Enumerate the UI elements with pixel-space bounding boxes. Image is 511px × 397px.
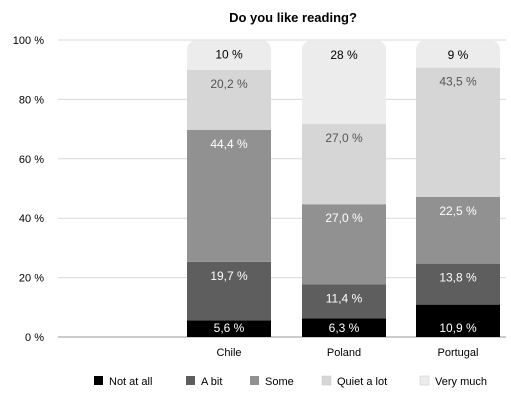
y-axis: 0 % 20 % 40 % 60 % 80 % 100 % — [13, 35, 44, 344]
x-tick-label: Chile — [216, 347, 241, 359]
bar-segment-chile-0 — [187, 320, 271, 337]
bar-segment-poland-1 — [302, 284, 386, 319]
legend-label: Not at all — [109, 376, 152, 388]
legend-swatch — [250, 376, 259, 385]
legend-swatch — [186, 376, 195, 385]
y-tick-label: 60 % — [19, 154, 44, 166]
data-label: 44,4 % — [210, 137, 248, 151]
data-label: 43,5 % — [439, 75, 477, 89]
bar-segment-chile-3 — [187, 69, 271, 130]
data-label: 28 % — [330, 48, 358, 62]
data-label: 27,0 % — [325, 131, 363, 145]
x-tick-label: Poland — [327, 347, 361, 359]
data-label: 10,9 % — [439, 321, 477, 335]
data-label: 11,4 % — [326, 291, 363, 305]
y-tick-label: 0 % — [25, 332, 44, 344]
bar-segment-poland-0 — [302, 318, 386, 337]
data-label: 22,5 % — [439, 204, 477, 218]
bar-segment-portugal-1 — [416, 263, 500, 305]
y-tick-label: 20 % — [19, 273, 44, 285]
bar-stack-chile — [187, 40, 271, 337]
bar-segment-portugal-3 — [416, 67, 500, 197]
x-axis: Chile Poland Portugal — [216, 347, 478, 359]
data-label: 6,3 % — [329, 321, 360, 335]
data-label: 27,0 % — [325, 211, 363, 225]
y-tick-label: 80 % — [19, 94, 44, 106]
x-tick-label: Portugal — [438, 347, 479, 359]
legend-label: Very much — [435, 376, 487, 388]
data-label: 19,7 % — [210, 269, 248, 283]
legend-swatch — [321, 375, 332, 386]
data-label: 13,8 % — [439, 271, 477, 285]
legend-label: Some — [265, 376, 294, 388]
bar-segment-poland-4 — [302, 40, 386, 125]
data-label: 10 % — [215, 47, 243, 61]
legend: Not at all A bit Some Quiet a lot Very much — [94, 375, 487, 388]
legend-swatch — [419, 375, 430, 386]
data-label: 9 % — [448, 48, 469, 62]
data-label: 5,6 % — [214, 321, 245, 335]
bar-segment-portugal-0 — [416, 304, 500, 337]
bar-segment-chile-4 — [187, 40, 271, 70]
bar-segment-poland-3 — [302, 124, 386, 205]
bar-segment-portugal-4 — [416, 40, 500, 68]
bar-segment-poland-2 — [302, 204, 386, 285]
bar-segment-chile-1 — [187, 261, 271, 321]
legend-label: A bit — [201, 376, 222, 388]
data-label: 20,2 % — [210, 77, 248, 91]
y-tick-label: 100 % — [13, 35, 44, 47]
bar-stack-portugal — [416, 40, 500, 337]
legend-label: Quiet a lot — [337, 376, 387, 388]
bar-stack-poland — [302, 40, 386, 337]
data-labels: 5,6 % 19,7 % 44,4 % 20,2 % 10 % 6,3 % 11,4 % 27… — [210, 47, 477, 335]
bar-segment-chile-2 — [187, 129, 271, 262]
bars — [187, 40, 500, 337]
y-tick-label: 40 % — [19, 213, 44, 225]
legend-swatch — [94, 376, 103, 385]
chart-title: Do you like reading? — [229, 10, 357, 25]
bar-segment-portugal-2 — [416, 196, 500, 264]
